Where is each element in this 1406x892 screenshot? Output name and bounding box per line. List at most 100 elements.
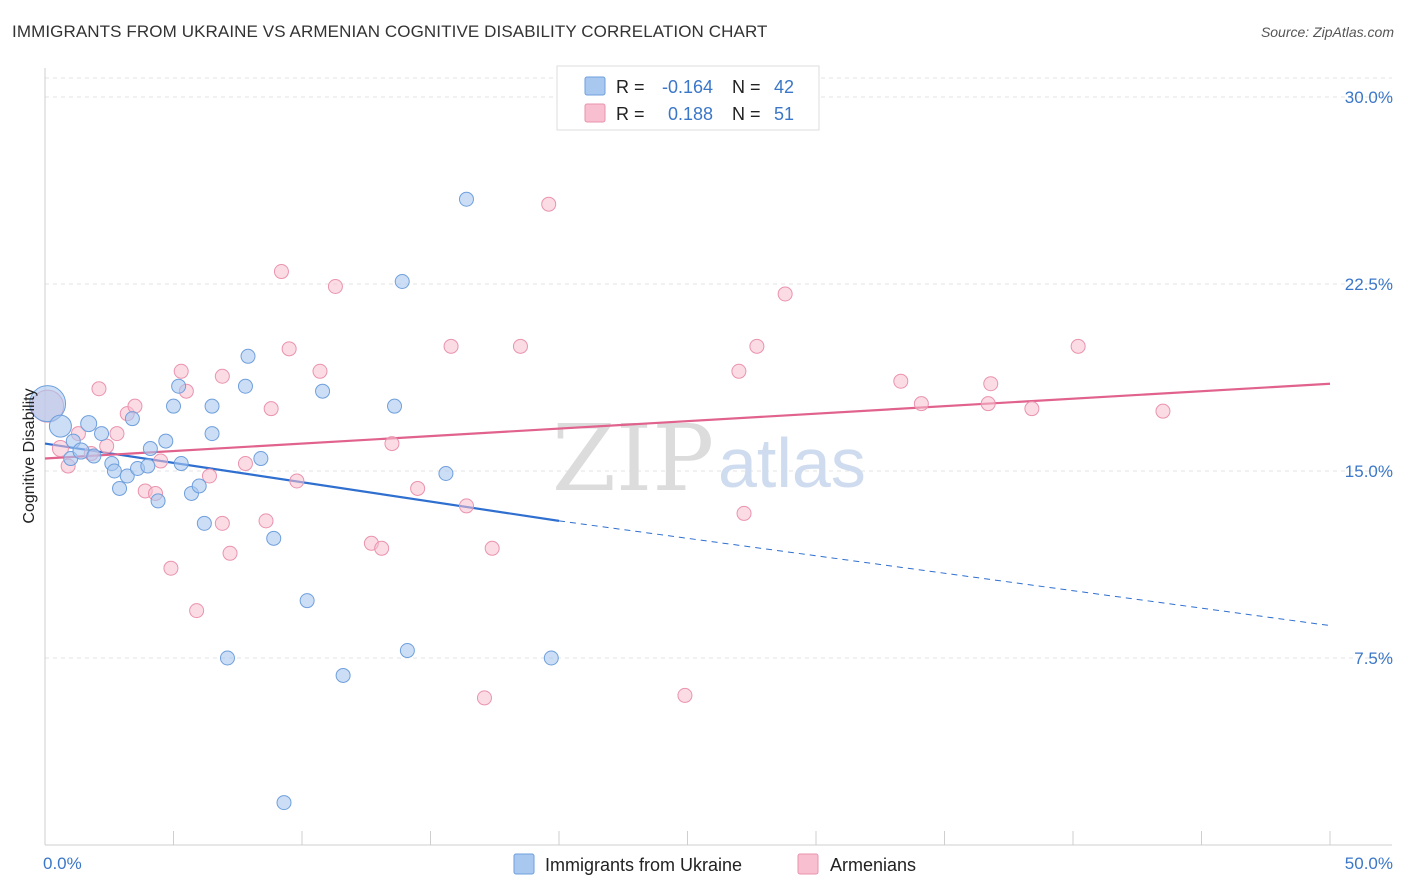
armenians-point-5	[91, 381, 107, 397]
y-tick-label-2: 22.5%	[1345, 275, 1393, 294]
ukraine-point-20	[173, 456, 189, 472]
y-axis-label: Cognitive Disability	[21, 388, 38, 523]
armenians-point-50	[1155, 403, 1171, 419]
armenians-point-47	[983, 376, 999, 392]
ukraine-point-0	[29, 385, 67, 423]
chart-title: IMMIGRANTS FROM UKRAINE VS ARMENIAN COGN…	[12, 22, 768, 41]
legend-r-label-ukraine: R =	[616, 77, 645, 97]
ukraine-point-1	[48, 414, 72, 438]
legend-n-label-armenians: N =	[732, 104, 761, 124]
armenians-trend-line	[44, 382, 1331, 460]
ukraine-point-37	[399, 643, 415, 659]
armenians-point-45	[913, 396, 929, 412]
ukraine-point-24	[204, 426, 220, 442]
ukraine-point-34	[335, 667, 351, 683]
series-legend: Immigrants from Ukraine Armenians	[513, 853, 916, 875]
armenians-point-6	[99, 438, 115, 454]
armenians-point-26	[289, 473, 305, 489]
armenians-point-28	[327, 278, 343, 294]
ukraine-point-33	[315, 383, 331, 399]
ukraine-point-16	[150, 493, 166, 509]
tick-labels: 7.5% 15.0% 22.5% 30.0% 0.0% 50.0%	[43, 88, 1393, 873]
y-tick-label-3: 30.0%	[1345, 88, 1393, 107]
armenians-point-43	[777, 286, 793, 302]
ukraine-point-6	[86, 448, 102, 464]
armenians-point-33	[443, 338, 459, 354]
armenians-point-44	[893, 373, 909, 389]
armenians-point-48	[1024, 401, 1040, 417]
ukraine-point-10	[112, 480, 128, 496]
legend-swatch-ukraine	[584, 76, 606, 96]
armenians-point-30	[374, 540, 390, 556]
armenians-point-42	[749, 338, 765, 354]
armenians-point-16	[189, 603, 205, 619]
source-label: Source: ZipAtlas.com	[1260, 24, 1394, 40]
legend-r-value-ukraine: -0.164	[662, 77, 713, 97]
ukraine-point-35	[387, 398, 403, 414]
armenians-point-13	[163, 560, 179, 576]
axes	[44, 68, 1392, 846]
armenians-point-21	[237, 456, 253, 472]
armenians-point-27	[312, 363, 328, 379]
gridlines	[45, 77, 1392, 659]
ukraine-point-31	[276, 795, 292, 811]
legend-n-value-ukraine: 42	[774, 77, 794, 97]
armenians-point-39	[677, 687, 693, 703]
legend-r-value-armenians: 0.188	[668, 104, 713, 124]
ukraine-point-12	[124, 411, 140, 427]
armenians-point-9	[127, 398, 143, 414]
armenians-point-35	[476, 690, 492, 706]
armenians-point-46	[980, 396, 996, 412]
bottom-legend-swatch-armenians	[797, 853, 819, 875]
x-tick-label-1: 50.0%	[1345, 854, 1393, 873]
armenians-point-7	[109, 426, 125, 442]
legend-swatch-armenians	[584, 103, 606, 123]
ukraine-points	[29, 191, 559, 811]
armenians-point-38	[541, 196, 557, 212]
armenians-point-41	[736, 505, 752, 521]
ukraine-point-28	[240, 348, 256, 364]
armenians-point-20	[222, 545, 238, 561]
armenians-point-37	[512, 338, 528, 354]
armenians-point-32	[410, 480, 426, 496]
armenians-point-12	[153, 453, 169, 469]
armenians-point-1	[51, 440, 69, 458]
ukraine-point-14	[140, 458, 156, 474]
ukraine-point-30	[266, 530, 282, 546]
armenians-point-24	[273, 264, 289, 280]
armenians-point-14	[173, 363, 189, 379]
ukraine-point-19	[171, 378, 187, 394]
armenians-point-36	[484, 540, 500, 556]
bottom-legend-label-armenians: Armenians	[830, 855, 916, 875]
bottom-legend-label-ukraine: Immigrants from Ukraine	[545, 855, 742, 875]
armenians-point-25	[281, 341, 297, 357]
ukraine-point-32	[299, 593, 315, 609]
ukraine-point-40	[543, 650, 559, 666]
x-tick-label-0: 0.0%	[43, 854, 82, 873]
ukraine-point-11	[119, 468, 135, 484]
armenians-point-40	[731, 363, 747, 379]
y-tick-label-0: 7.5%	[1354, 649, 1393, 668]
ukraine-point-9	[106, 463, 122, 479]
armenians-point-18	[214, 515, 230, 531]
armenians-point-17	[201, 468, 217, 484]
ukraine-point-22	[191, 478, 207, 494]
armenians-point-19	[214, 368, 230, 384]
watermark-zip: ZIP	[552, 405, 714, 512]
ukraine-point-27	[237, 378, 253, 394]
ukraine-point-23	[196, 515, 212, 531]
ukraine-point-18	[166, 398, 181, 414]
ukraine-point-39	[458, 191, 474, 207]
ukraine-point-25	[204, 398, 220, 414]
ukraine-trend-extension	[558, 520, 1331, 627]
ukraine-point-7	[94, 426, 110, 442]
watermark-atlas: atlas	[718, 424, 866, 502]
ukraine-point-26	[219, 650, 235, 666]
ukraine-point-5	[80, 415, 98, 433]
ukraine-point-15	[142, 441, 158, 457]
armenians-point-31	[384, 436, 400, 452]
armenians-point-22	[258, 513, 274, 529]
legend-r-label-armenians: R =	[616, 104, 645, 124]
correlation-legend: R = -0.164 N = 42 R = 0.188 N = 51	[556, 65, 820, 131]
legend-n-value-armenians: 51	[774, 104, 794, 124]
